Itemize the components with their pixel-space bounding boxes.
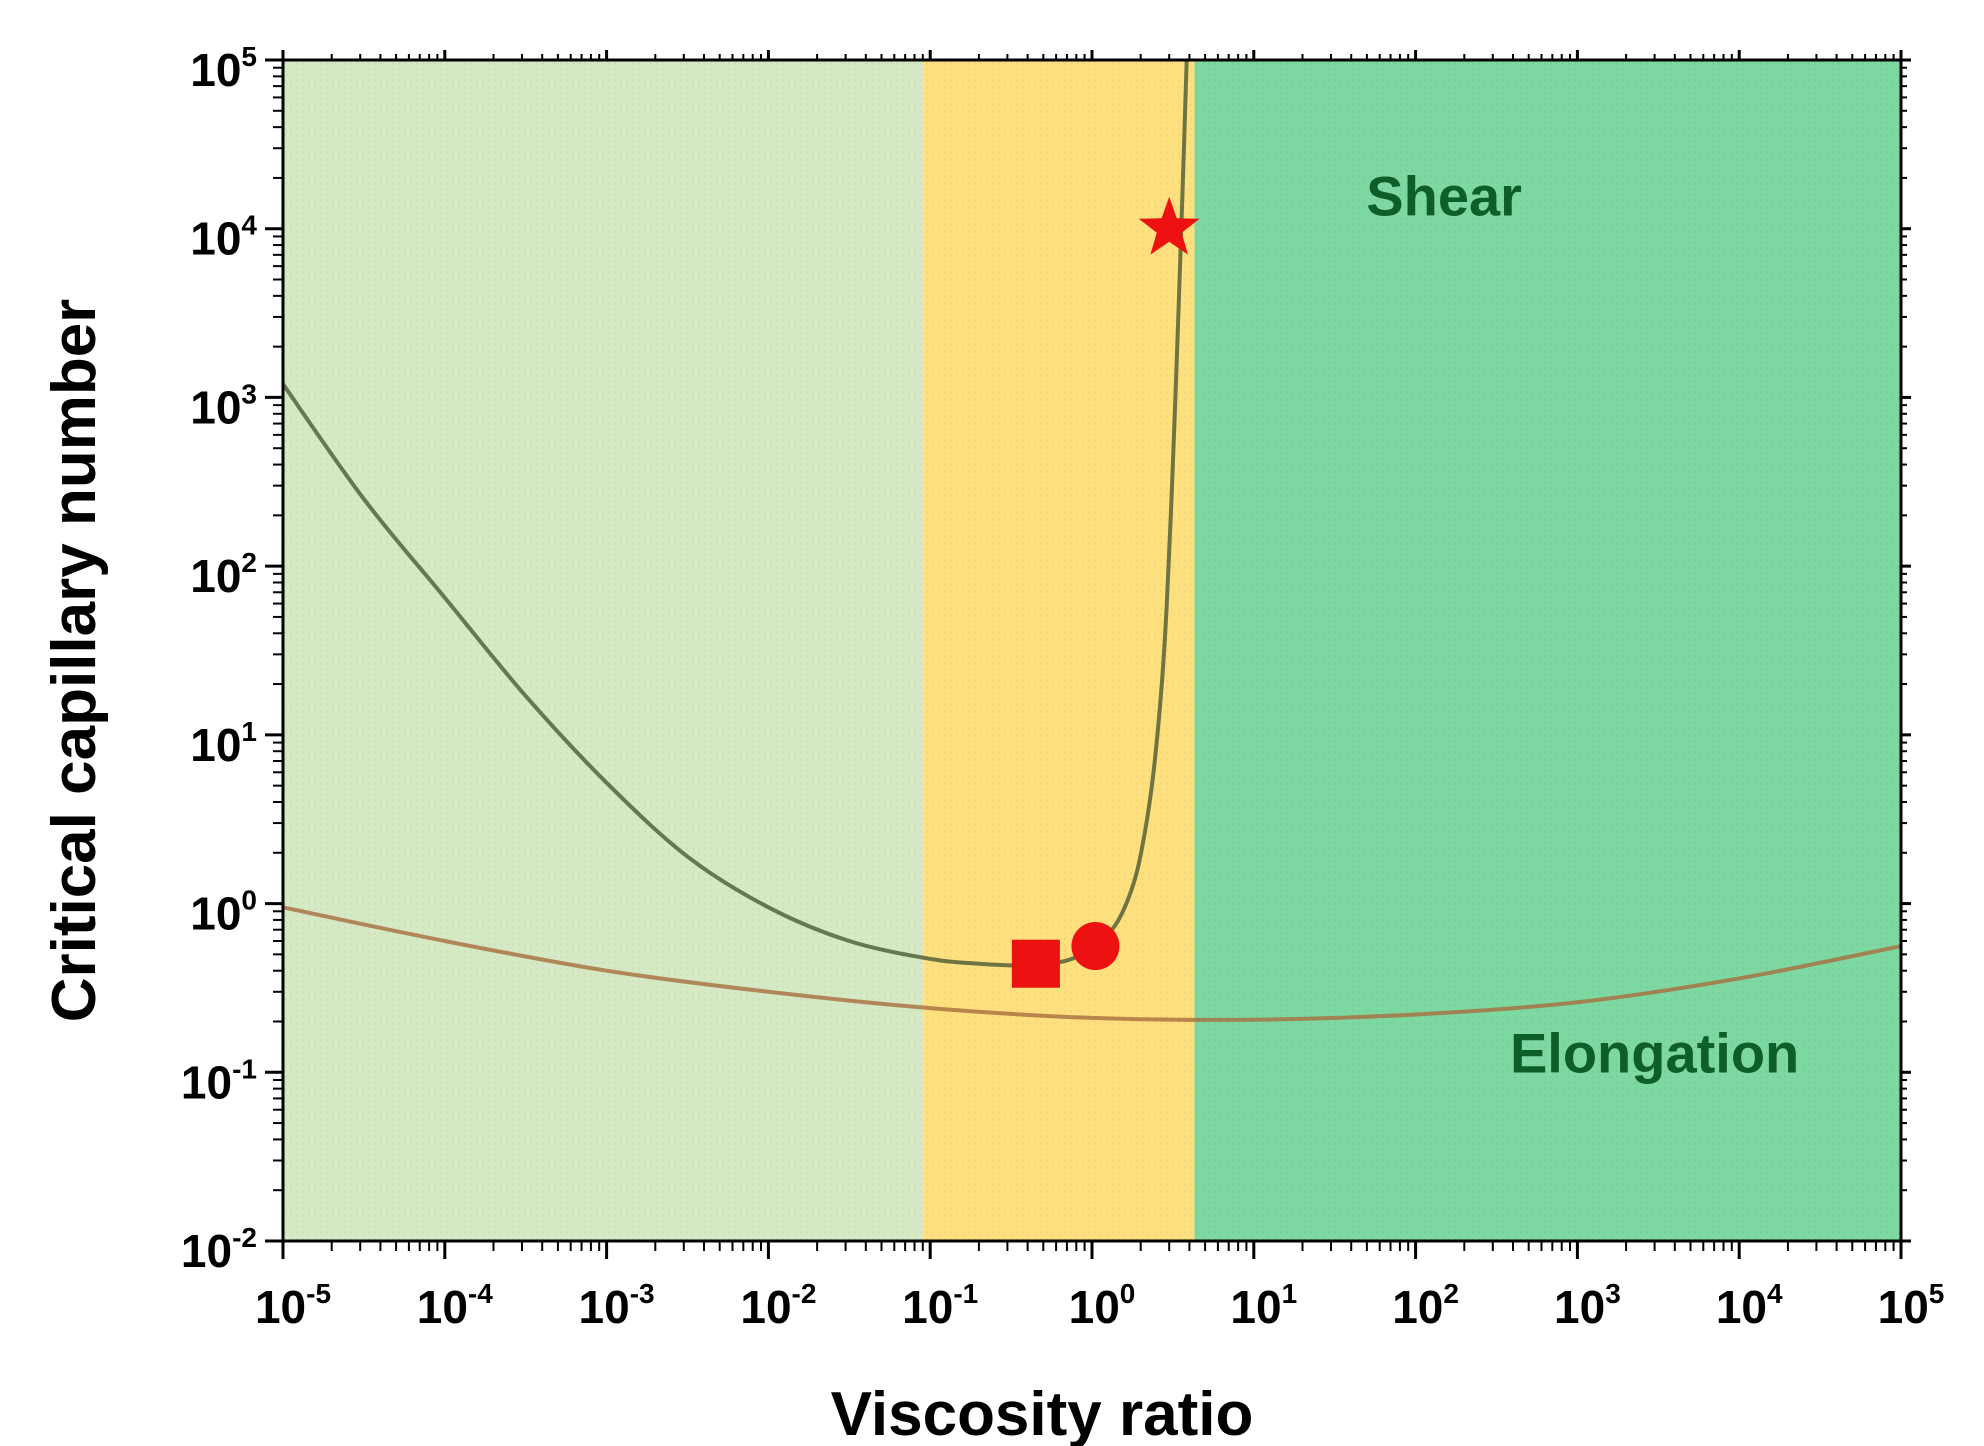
circle-marker xyxy=(1071,922,1120,971)
elongation-curve xyxy=(283,905,1901,1022)
x-tick-label: 10-1 xyxy=(902,1278,978,1333)
x-tick-label: 10-2 xyxy=(740,1278,816,1333)
x-tick-label: 10-5 xyxy=(255,1278,331,1333)
y-tick-label: 104 xyxy=(190,210,257,265)
y-tick-label: 10-2 xyxy=(181,1222,257,1277)
square-marker xyxy=(1011,939,1060,988)
x-tick-label: 103 xyxy=(1554,1278,1621,1333)
data-markers xyxy=(1011,196,1200,988)
x-tick-label: 10-3 xyxy=(579,1278,655,1333)
x-tick-label: 10-4 xyxy=(417,1278,493,1333)
x-tick-label: 102 xyxy=(1392,1278,1459,1333)
star-marker xyxy=(1138,196,1200,255)
y-axis-title: Critical capillary number xyxy=(40,299,109,1023)
y-tick-label: 100 xyxy=(190,885,257,940)
y-tick-label: 102 xyxy=(190,547,257,602)
elongation-label: Elongation xyxy=(1510,1021,1799,1084)
y-tick-label: 105 xyxy=(190,41,257,96)
y-tick-label: 103 xyxy=(190,378,257,433)
labels: 10-5 10-4 10-3 10-2 10-1 100 101 102 103 104 105 10… xyxy=(40,41,1944,1446)
x-axis-title: Viscosity ratio xyxy=(831,1380,1254,1446)
shear-label: Shear xyxy=(1366,164,1522,227)
x-tick-label: 100 xyxy=(1069,1278,1136,1333)
y-tick-label: 10-1 xyxy=(181,1053,257,1108)
x-tick-label: 105 xyxy=(1878,1278,1945,1333)
dot-texture xyxy=(283,60,1901,1241)
axes xyxy=(265,50,1911,1259)
x-tick-label: 104 xyxy=(1716,1278,1783,1333)
y-tick-label: 101 xyxy=(190,716,257,771)
x-tick-label: 101 xyxy=(1230,1278,1297,1333)
